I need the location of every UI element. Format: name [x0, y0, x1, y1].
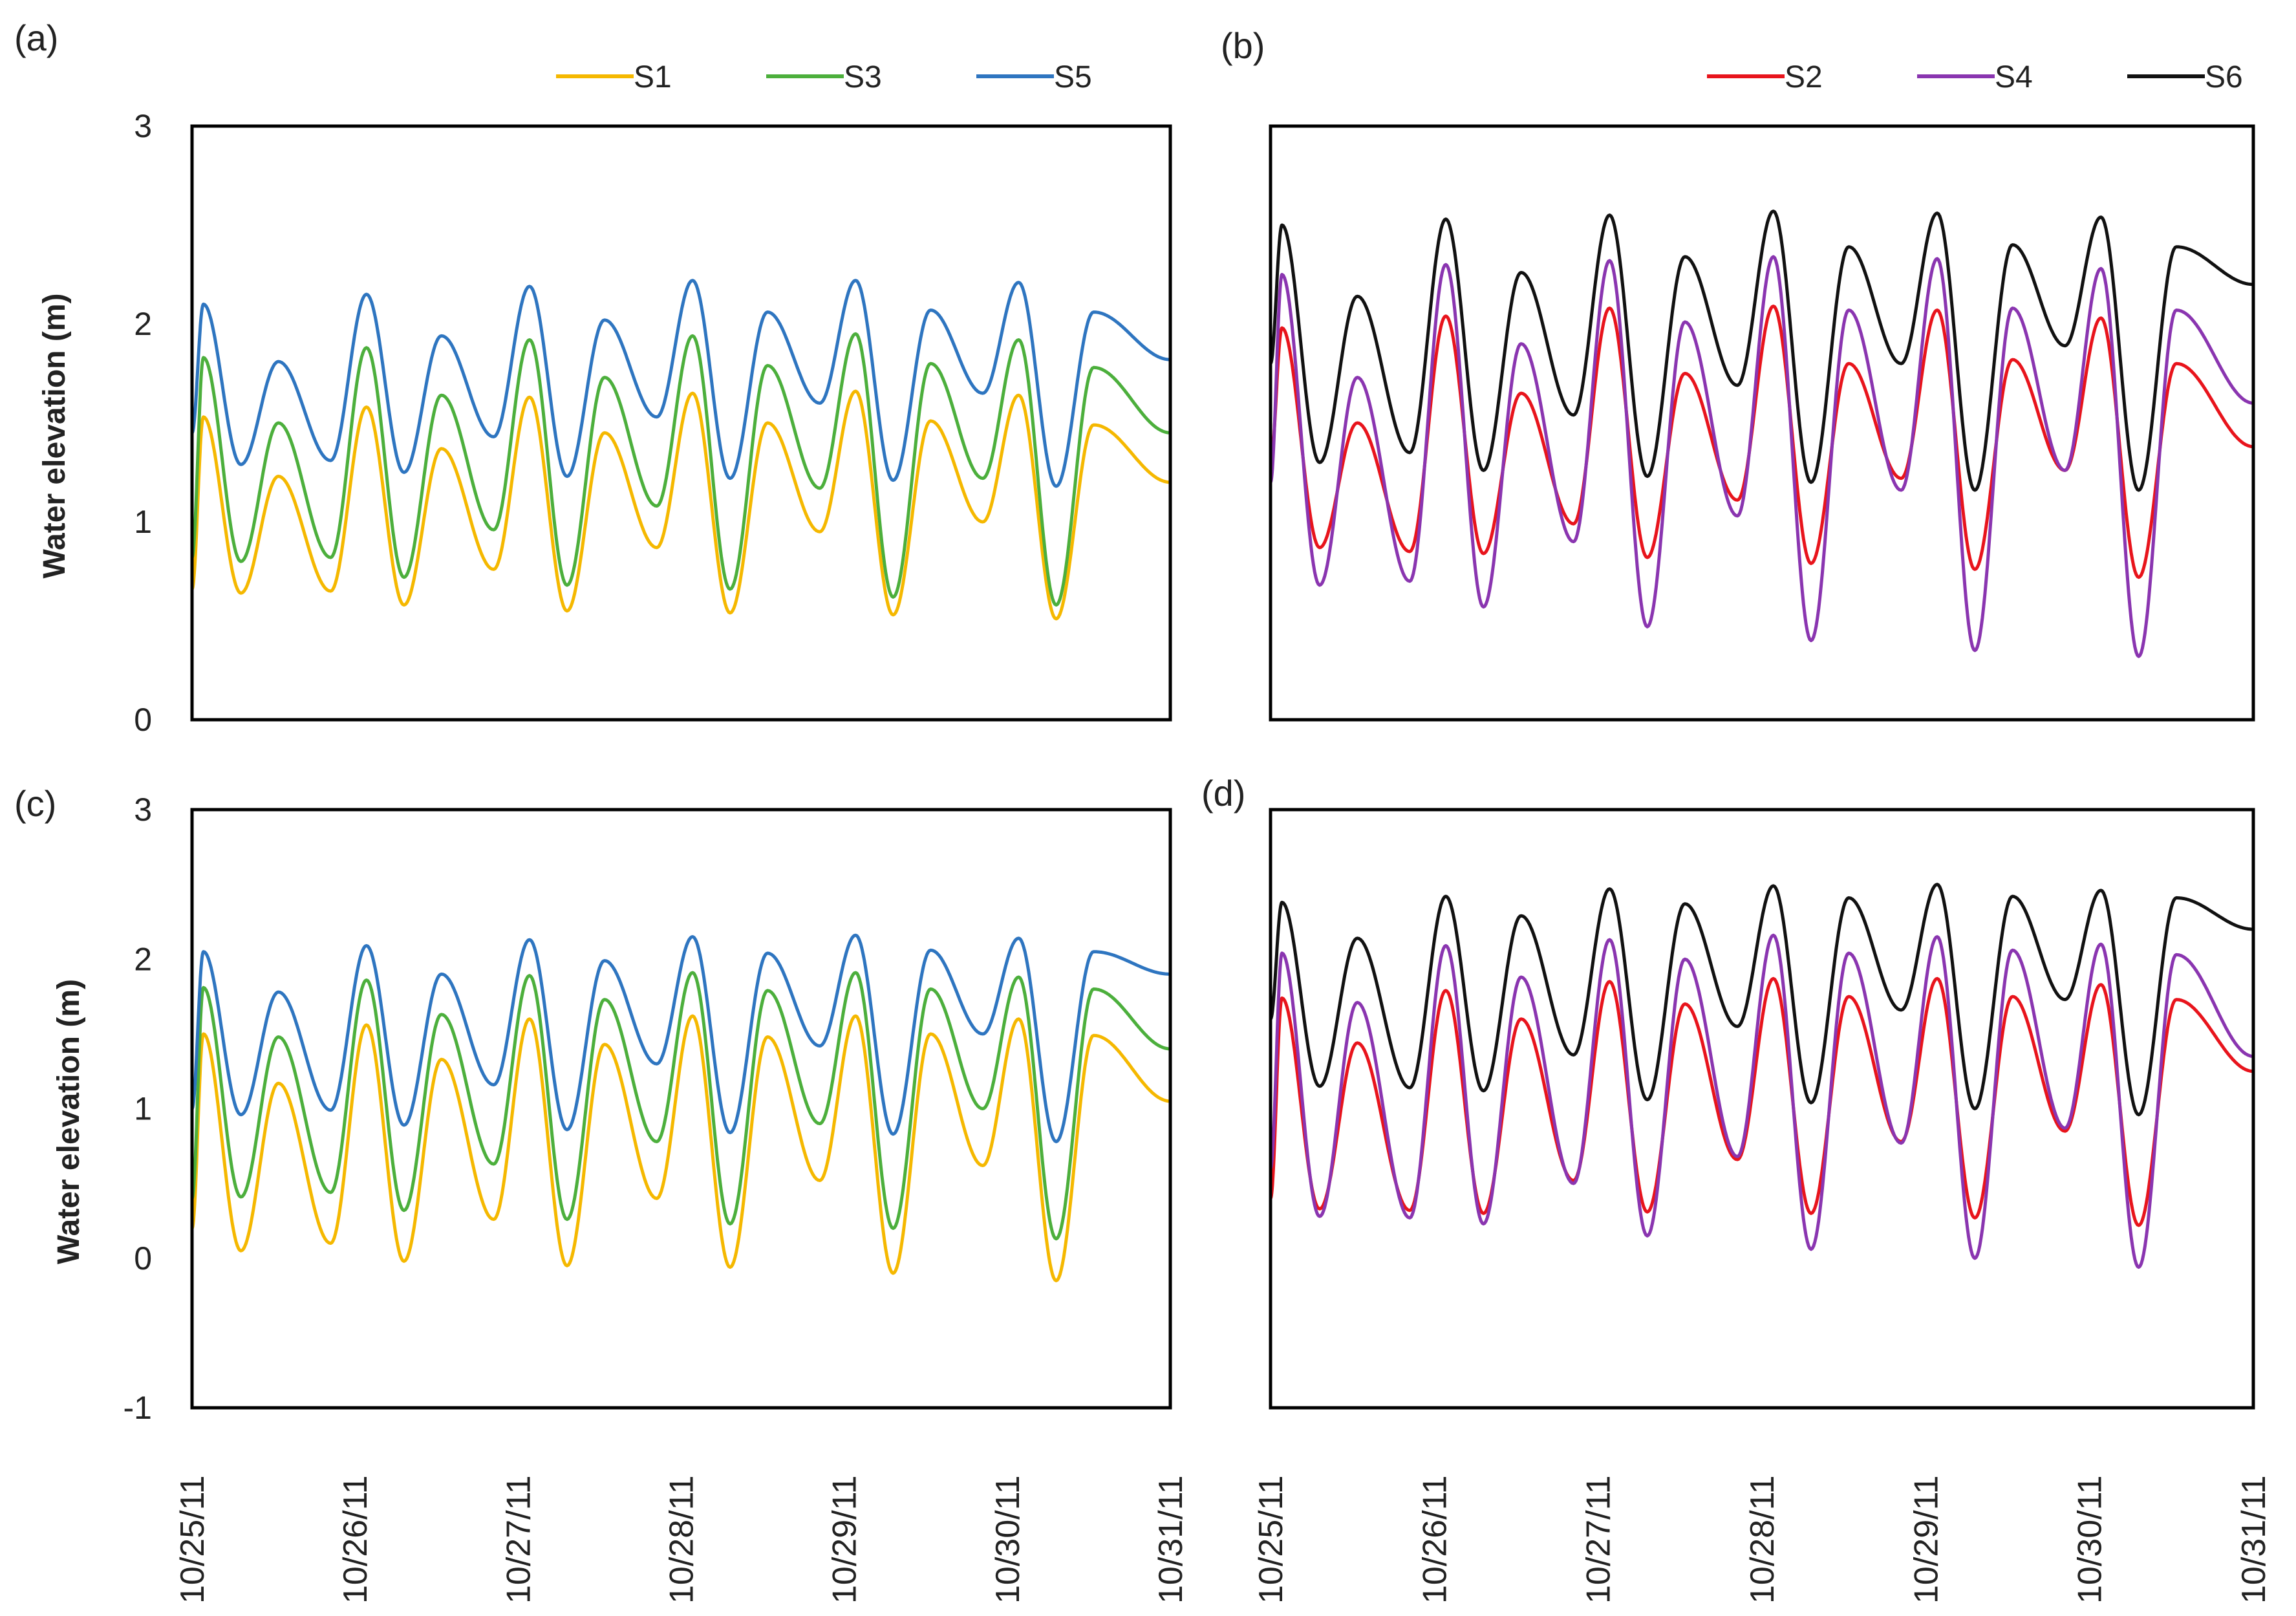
plot-area-border: [190, 808, 1172, 1410]
y-tick-label: 3: [134, 108, 152, 144]
plot-area-border: [1269, 124, 2255, 722]
y-axis-title: Water elevation (m): [52, 979, 86, 1264]
series-line-s1: [191, 389, 1171, 621]
legend-label-s2: S2: [1785, 60, 1823, 94]
panel-d: 10/25/11 10/26/11 10/27/11 10/28/11 10/29/11…: [1201, 773, 2273, 1604]
x-tick-label: 10/30/11: [2072, 1475, 2109, 1604]
x-tick-label: 10/30/11: [989, 1475, 1027, 1604]
plot-area-border: [190, 124, 1172, 722]
x-tick-label: 10/27/11: [500, 1475, 537, 1604]
x-tick-label: 10/25/11: [174, 1475, 211, 1604]
series-line-s3: [190, 971, 1171, 1241]
plot-area-border: [1269, 808, 2255, 1410]
series-line-s1: [191, 1014, 1171, 1282]
panel-b: (b) S2 S4 S6: [1221, 25, 2255, 722]
series-line-s5: [191, 933, 1171, 1143]
x-tick-label: 10/27/11: [1580, 1475, 1618, 1604]
y-tick-label: 2: [134, 306, 152, 342]
panel-label: (c): [14, 783, 56, 824]
series-line-s5: [191, 279, 1171, 488]
series-line-s3: [190, 332, 1171, 607]
series-line-s6: [1269, 883, 2254, 1117]
series-line-s6: [1269, 210, 2254, 492]
x-tick-label: 10/28/11: [1744, 1475, 1781, 1604]
y-tick-label: 0: [134, 1240, 152, 1277]
x-tick-label: 10/31/11: [2235, 1475, 2273, 1604]
panel-c: -1 0 1 2 3 Water elevation (m) 10/25/11 10/26/1…: [14, 783, 1190, 1604]
y-tick-label: 3: [134, 792, 152, 828]
x-tick-label: 10/26/11: [337, 1475, 374, 1604]
series-line-s4: [1269, 255, 2254, 658]
x-tick-label: 10/26/11: [1416, 1475, 1454, 1604]
y-axis-title: Water elevation (m): [38, 294, 72, 579]
x-tick-label: 10/25/11: [1252, 1475, 1290, 1604]
panel-a: 0 1 2 3 Water elevation (m) (a) S1 S3 S5: [14, 17, 1172, 738]
panel-label: (a): [14, 17, 58, 58]
series-line-s4: [1269, 933, 2254, 1269]
x-tick-label: 10/28/11: [663, 1475, 701, 1604]
x-tick-label: 10/31/11: [1152, 1475, 1190, 1604]
y-tick-label: 1: [134, 1091, 152, 1127]
panel-label: (b): [1221, 25, 1265, 66]
panel-label: (d): [1201, 773, 1245, 813]
legend-label-s6: S6: [2205, 60, 2243, 94]
y-tick-label: -1: [123, 1390, 152, 1426]
y-tick-label: 1: [134, 504, 152, 540]
x-tick-label: 10/29/11: [826, 1475, 864, 1604]
y-tick-label: 0: [134, 702, 152, 738]
legend-label-s3: S3: [844, 60, 882, 94]
legend-label-s4: S4: [1995, 60, 2033, 94]
x-tick-label: 10/29/11: [1907, 1475, 1945, 1604]
y-tick-label: 2: [134, 941, 152, 977]
legend-label-s1: S1: [634, 60, 672, 94]
legend-label-s5: S5: [1054, 60, 1092, 94]
series-line-s2: [1269, 976, 2254, 1227]
